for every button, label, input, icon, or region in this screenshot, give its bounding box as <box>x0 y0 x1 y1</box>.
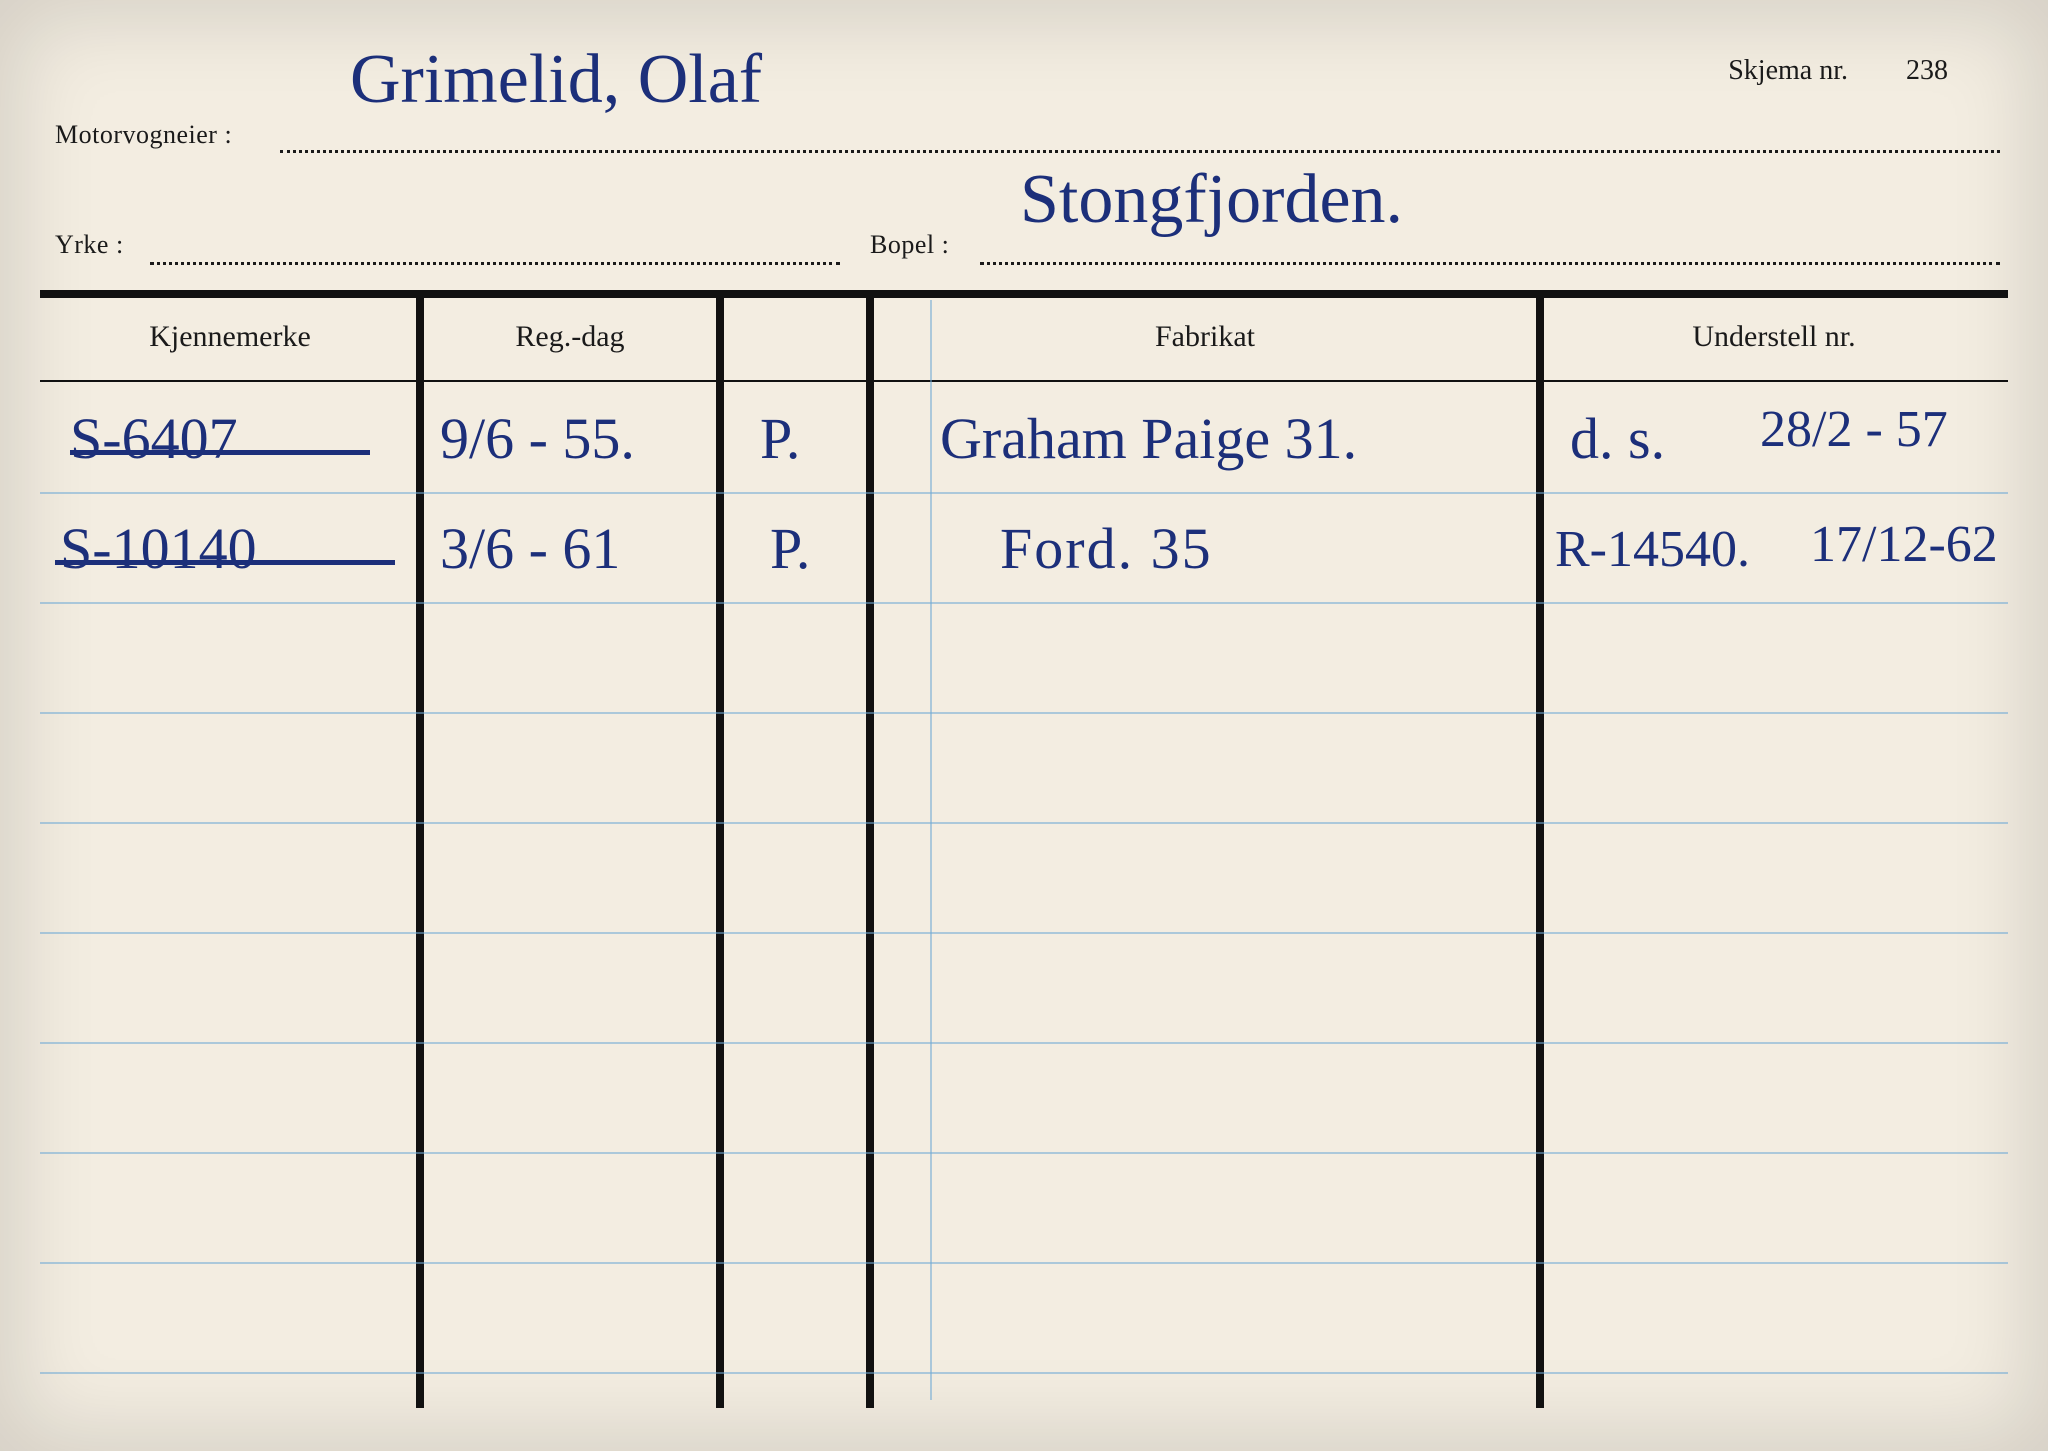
r1-understell: d. s. <box>1570 405 1665 472</box>
rowline <box>40 822 2008 824</box>
r1-regdag: 9/6 - 55. <box>440 405 635 472</box>
yrke-label: Yrke : <box>55 230 124 260</box>
skjema-label: Skjema nr. <box>1728 55 1848 87</box>
r1-extra-date: 28/2 - 57 <box>1760 400 1948 459</box>
th-kjennemerke: Kjennemerke <box>40 320 420 354</box>
motorvogneier-value: Grimelid, Olaf <box>350 40 762 120</box>
r2-fabrikat: Ford. 35 <box>1000 515 1213 582</box>
rowline <box>40 1372 2008 1374</box>
table-top-rule <box>40 290 2008 298</box>
rowline <box>40 1262 2008 1264</box>
col-rule-4 <box>1536 298 1544 1408</box>
bopel-value: Stongfjorden. <box>1020 160 1403 240</box>
th-reg-dag: Reg.-dag <box>420 320 720 354</box>
r2-regdag: 3/6 - 61 <box>440 515 620 582</box>
r2-type: P. <box>770 515 810 582</box>
index-card: Skjema nr. 238 Motorvogneier : Grimelid,… <box>0 0 2048 1451</box>
col-rule-1 <box>416 298 424 1408</box>
bopel-label: Bopel : <box>870 230 949 260</box>
rowline <box>40 932 2008 934</box>
rowline <box>40 492 2008 494</box>
r2-understell: R-14540. <box>1555 520 1750 579</box>
col-rule-2 <box>716 298 724 1408</box>
th-fabrikat: Fabrikat <box>870 320 1540 354</box>
rowline <box>40 602 2008 604</box>
r1-type: P. <box>760 405 800 472</box>
table-header-rule <box>40 380 2008 382</box>
skjema-number: 238 <box>1906 55 1948 87</box>
r2-kjennemerke-strike <box>55 560 395 565</box>
motorvogneier-line <box>280 150 2000 153</box>
rowline <box>40 712 2008 714</box>
th-understell: Understell nr. <box>1540 320 2008 354</box>
col-rule-3 <box>866 298 874 1408</box>
rowline <box>40 1042 2008 1044</box>
r1-kjennemerke: S-6407 <box>70 405 238 472</box>
fabrikat-guide <box>930 300 932 1400</box>
r1-fabrikat: Graham Paige 31. <box>940 405 1357 472</box>
bopel-line <box>980 262 2000 265</box>
motorvogneier-label: Motorvogneier : <box>55 120 232 150</box>
r2-extra-date: 17/12-62 <box>1810 515 1998 574</box>
r1-kjennemerke-strike <box>70 450 370 455</box>
r2-kjennemerke: S-10140 <box>60 515 257 582</box>
yrke-line <box>150 262 840 265</box>
rowline <box>40 1152 2008 1154</box>
